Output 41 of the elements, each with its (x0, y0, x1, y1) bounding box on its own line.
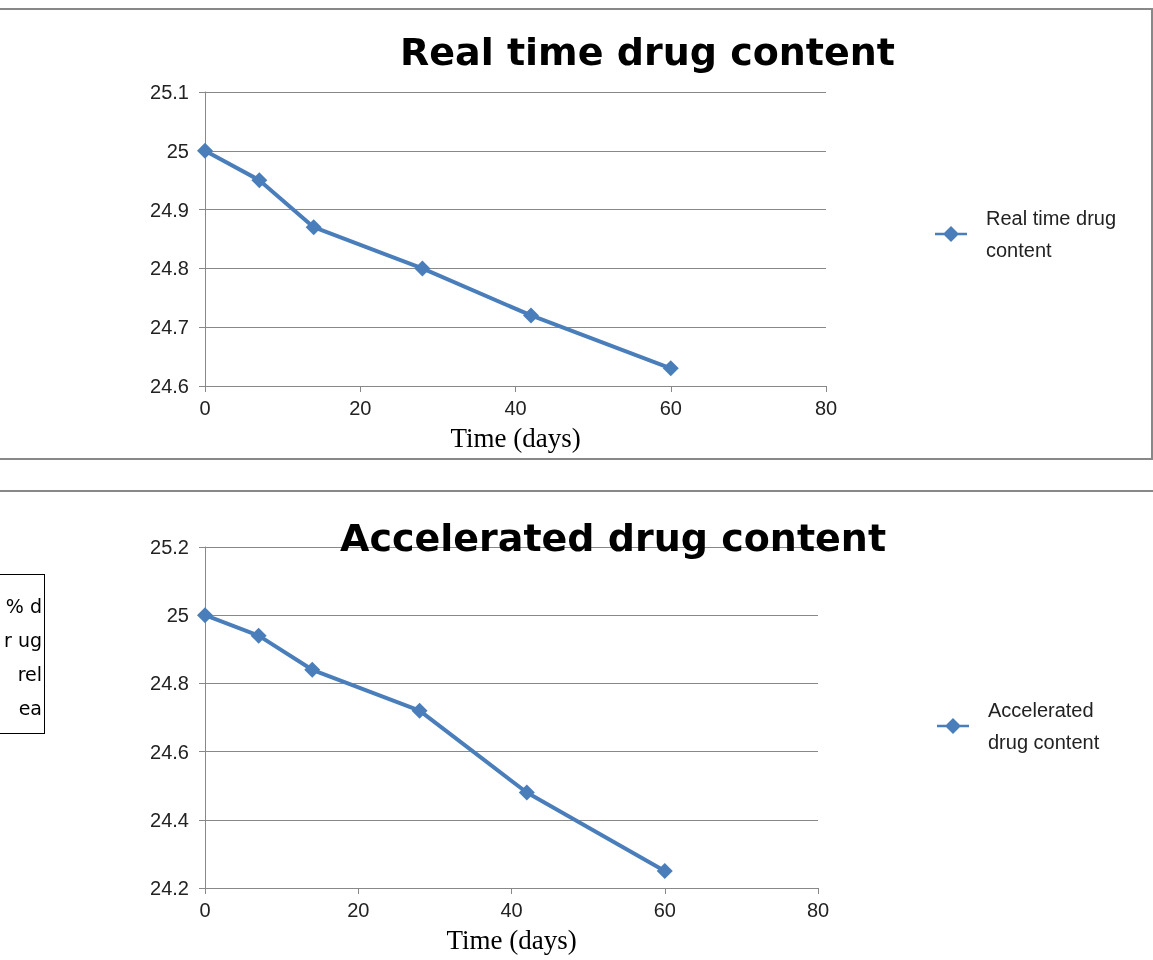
x-tick-label: 60 (659, 397, 682, 419)
legend-label: Real time drug content (986, 207, 1122, 261)
point (197, 142, 213, 159)
chart-title: Real time drug content (400, 30, 895, 74)
point (662, 360, 679, 377)
x-tick-label: 20 (347, 899, 370, 921)
y-tick-label: 24.6 (150, 375, 189, 397)
y-tick-label: 24.9 (150, 198, 189, 221)
point (656, 862, 673, 879)
point (411, 702, 428, 719)
y-tick-label: 24.6 (150, 740, 189, 763)
legend-label: Accelerated drug content (988, 699, 1100, 753)
x-tick-label: 80 (806, 899, 830, 921)
point (250, 627, 267, 644)
y-tick-label: 25 (166, 604, 189, 627)
y-tick-label: 24.7 (150, 316, 189, 339)
x-tick-label: 20 (349, 397, 372, 419)
y-tick-label: 24.8 (150, 257, 189, 280)
point (197, 607, 213, 624)
point (518, 784, 535, 801)
point (523, 307, 540, 324)
y-tick-label: 25.2 (150, 536, 189, 558)
y-tick-label: 24.4 (150, 808, 189, 831)
x-tick-label: 40 (504, 397, 527, 419)
y-axis-title: % dr ug rel ea (0, 574, 45, 734)
chart-title: Accelerated drug content (340, 516, 887, 560)
x-tick-label: 60 (653, 899, 676, 921)
point (251, 172, 268, 189)
y-tick-label: 24.2 (150, 877, 189, 899)
point (414, 260, 431, 277)
x-tick-label: 40 (500, 899, 523, 921)
y-tick-label: 25.1 (150, 81, 189, 103)
x-axis-title: Time (days) (446, 924, 577, 955)
y-tick-label: 25 (166, 139, 189, 162)
x-axis-title: Time (days) (450, 422, 581, 453)
point (304, 661, 321, 678)
x-tick-label: 80 (814, 397, 838, 419)
x-tick-label: 0 (199, 397, 211, 419)
x-tick-label: 0 (199, 899, 211, 921)
y-tick-label: 24.8 (150, 672, 189, 695)
point (305, 219, 322, 236)
